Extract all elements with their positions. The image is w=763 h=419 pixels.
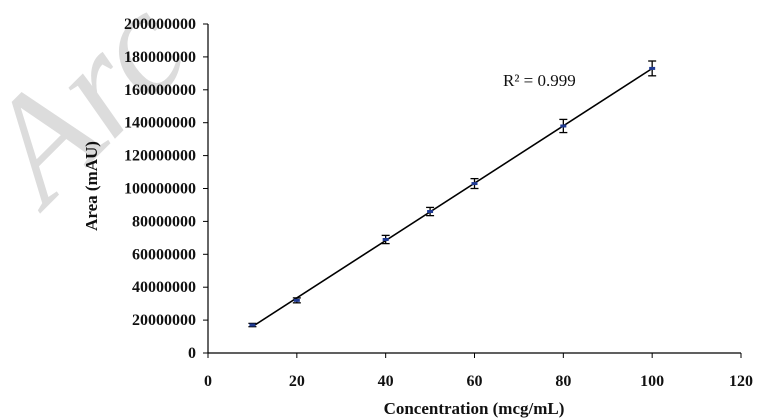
r-squared-annotation: R² = 0.999	[503, 71, 576, 90]
y-tick-label: 120000000	[124, 148, 196, 165]
y-tick-label: 40000000	[132, 279, 196, 296]
data-point	[649, 66, 656, 70]
x-tick-label: 0	[204, 373, 212, 390]
y-tick-label: 160000000	[124, 82, 196, 99]
y-tick-label: 0	[188, 345, 196, 362]
data-point	[249, 323, 256, 327]
data-point	[560, 124, 567, 128]
x-tick-label: 20	[289, 373, 305, 390]
y-tick-label: 60000000	[132, 246, 196, 263]
data-point	[427, 210, 434, 214]
x-tick-label: 80	[555, 373, 571, 390]
x-tick-label: 40	[378, 373, 394, 390]
x-axis-title: Concentration (mcg/mL)	[384, 399, 565, 418]
trendline	[251, 67, 653, 328]
plot-area: 0 20000000 40000000 60000000 80000000 1000000…	[124, 16, 753, 390]
y-tick-label: 200000000	[124, 16, 196, 33]
data-point	[471, 182, 478, 186]
y-tick-label: 180000000	[124, 49, 196, 66]
x-tick-label: 100	[640, 373, 664, 390]
data-point	[293, 298, 300, 302]
y-tick-label: 100000000	[124, 181, 196, 198]
x-tick-label: 120	[729, 373, 753, 390]
x-tick-label: 60	[467, 373, 483, 390]
y-axis-title: Area (mAU)	[82, 141, 101, 231]
y-tick-label: 140000000	[124, 115, 196, 132]
y-tick-label: 80000000	[132, 213, 196, 230]
data-point	[382, 237, 389, 241]
y-tick-label: 20000000	[132, 312, 196, 329]
